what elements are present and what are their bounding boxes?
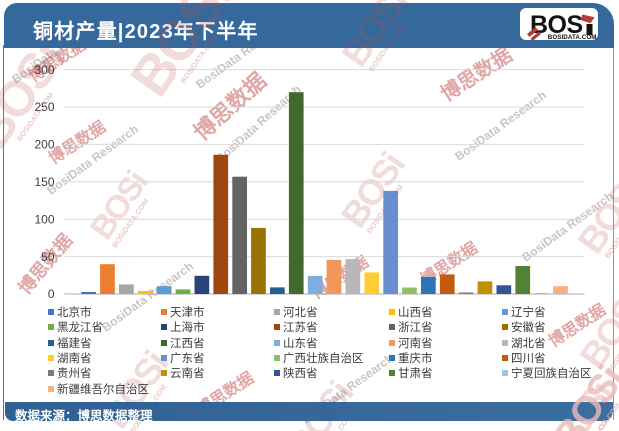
svg-text:300: 300: [34, 63, 54, 77]
svg-text:BOSIDATA.COM: BOSIDATA.COM: [548, 34, 597, 40]
svg-text:250: 250: [34, 100, 54, 114]
svg-text:100: 100: [34, 212, 54, 226]
svg-text:50: 50: [41, 250, 55, 264]
svg-text:0: 0: [48, 287, 55, 301]
svg-text:150: 150: [34, 175, 54, 189]
svg-text:200: 200: [34, 138, 54, 152]
